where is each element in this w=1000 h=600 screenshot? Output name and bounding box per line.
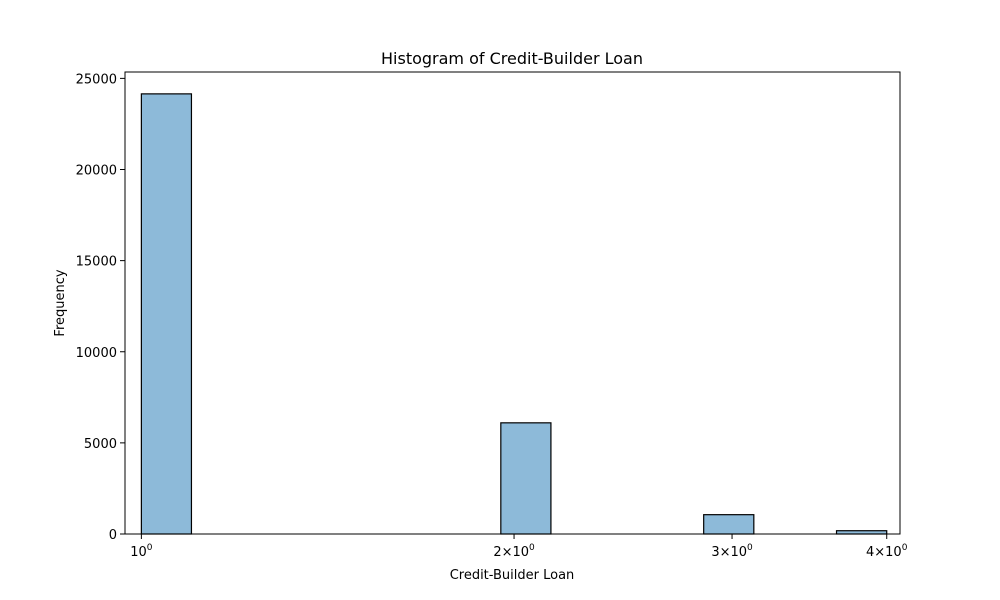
bars-group [140, 93, 888, 535]
x-tick-label-4: 4×100 [866, 543, 908, 560]
x-tick-label-3: 3×100 [711, 543, 753, 560]
x-axis-label: Credit-Builder Loan [450, 568, 575, 583]
y-tick-label-2: 5000 [84, 437, 117, 452]
y-tick-label-5: 20000 [76, 164, 117, 179]
chart-title: Histogram of Credit-Builder Loan [381, 49, 643, 68]
plot-frame [124, 71, 901, 535]
y-tick-label-6: 25000 [76, 72, 117, 87]
histogram-bar-1 [140, 93, 193, 535]
histogram-bar-2 [500, 422, 552, 535]
y-tick-label-3: 10000 [76, 346, 117, 361]
x-tick-label-1: 100 [130, 543, 153, 560]
x-axis-ticks: 100 2×100 3×100 4×100 [130, 534, 908, 560]
y-tick-label-4: 15000 [76, 255, 117, 270]
x-tick-label-2: 2×100 [493, 543, 535, 560]
y-axis-label: Frequency [53, 269, 68, 336]
histogram-bar-3 [703, 514, 755, 535]
y-axis-ticks: 0 5000 10000 15000 20000 25000 [76, 72, 125, 543]
y-tick-label-1: 0 [109, 528, 117, 543]
